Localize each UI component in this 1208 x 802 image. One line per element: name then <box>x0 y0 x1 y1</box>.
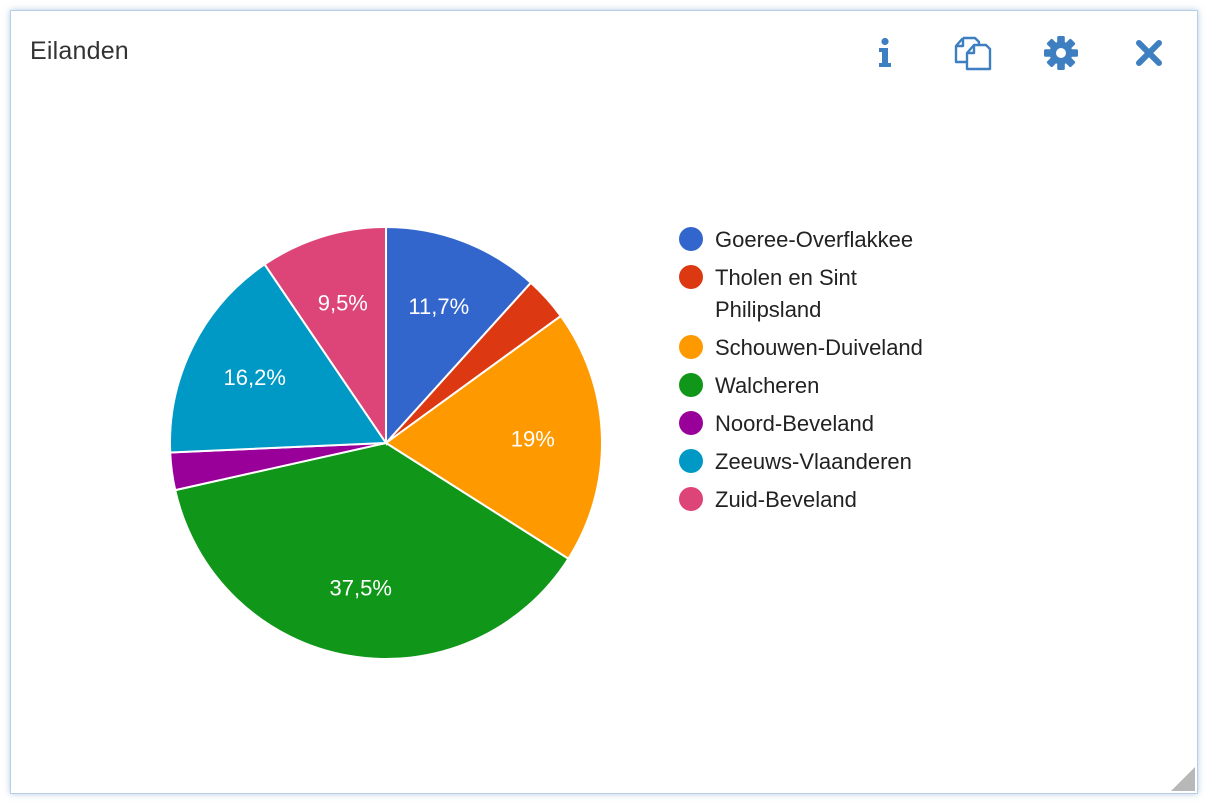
pie-slice[interactable] <box>384 314 603 561</box>
slice-percentage-label: 37,5% <box>330 576 392 601</box>
slice-percentage-label: 16,2% <box>224 365 286 390</box>
legend-item[interactable]: Noord-Beveland <box>679 411 874 436</box>
legend-item[interactable]: Goeree-Overflakkee <box>679 227 913 252</box>
chart-widget-panel: Eilanden <box>10 10 1198 794</box>
legend-item[interactable]: Zeeuws-Vlaanderen <box>679 449 912 474</box>
legend-label: Zeeuws-Vlaanderen <box>715 449 912 474</box>
slice-percentage-label: 11,7% <box>408 294 469 319</box>
pie-slice[interactable] <box>263 225 387 447</box>
slice-percentage-label: 9,5% <box>318 291 368 316</box>
legend-label: Noord-Beveland <box>715 411 874 436</box>
pie-chart: 11,7% 19% 37,5% 16,2% 9,5% Goeree-Overflakke… <box>169 225 923 660</box>
pie-slice[interactable] <box>174 441 570 660</box>
legend-item[interactable]: Walcheren <box>679 373 819 398</box>
legend-marker <box>679 265 703 289</box>
pie-slice[interactable] <box>169 262 388 454</box>
pie-slice-labels: 11,7% 19% 37,5% 16,2% 9,5% <box>224 291 555 601</box>
gear-icon <box>1044 36 1078 70</box>
legend-marker <box>679 411 703 435</box>
chart-legend: Goeree-Overflakkee Tholen en Sint Philipsl… <box>679 227 923 512</box>
copy-button[interactable] <box>951 31 995 75</box>
legend-label: Zuid-Beveland <box>715 487 857 512</box>
legend-label: Schouwen-Duiveland <box>715 335 923 360</box>
legend-marker <box>679 227 703 251</box>
legend-label: Walcheren <box>715 373 819 398</box>
info-icon <box>879 37 891 67</box>
legend-marker <box>679 335 703 359</box>
copy-icon <box>954 36 992 71</box>
settings-button[interactable] <box>1039 31 1083 75</box>
legend-marker <box>679 373 703 397</box>
close-icon <box>1136 40 1162 66</box>
resize-handle[interactable] <box>1171 767 1195 791</box>
pie-slice[interactable] <box>385 225 533 446</box>
info-button[interactable] <box>863 31 907 75</box>
legend-marker <box>679 487 703 511</box>
slice-percentage-label: 19% <box>511 426 555 451</box>
legend-item[interactable]: Schouwen-Duiveland <box>679 335 923 360</box>
legend-label: Goeree-Overflakkee <box>715 227 913 252</box>
legend-item[interactable]: Tholen en Sint Philipsland <box>679 265 857 322</box>
close-button[interactable] <box>1127 31 1171 75</box>
legend-item[interactable]: Zuid-Beveland <box>679 487 857 512</box>
pie-slices <box>169 225 603 660</box>
legend-label: Tholen en Sint Philipsland <box>715 265 857 322</box>
legend-marker <box>679 449 703 473</box>
widget-title: Eilanden <box>30 37 129 65</box>
